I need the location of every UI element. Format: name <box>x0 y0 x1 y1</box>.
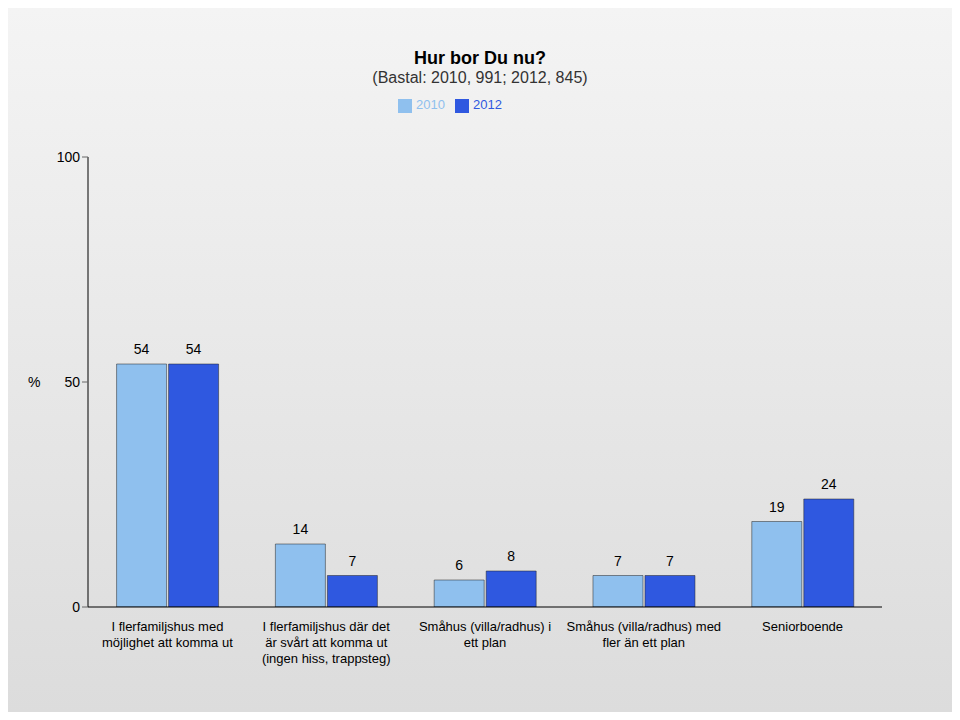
svg-text:7: 7 <box>666 553 674 569</box>
svg-text:54: 54 <box>134 341 150 357</box>
svg-text:7: 7 <box>614 553 622 569</box>
svg-text:I flerfamiljshus där detär svå: I flerfamiljshus där detär svårt att kom… <box>262 619 391 666</box>
svg-text:14: 14 <box>293 521 309 537</box>
html-text:2012: 2012 <box>473 97 502 112</box>
svg-text:Småhus (villa/radhus) iett pla: Småhus (villa/radhus) iett plan <box>419 619 551 650</box>
svg-text:7: 7 <box>348 553 356 569</box>
svg-text:Seniorboende: Seniorboende <box>762 619 843 634</box>
svg-text:%: % <box>28 374 40 390</box>
html-text:(Bastal: 2010, 991; 2012, 845): (Bastal: 2010, 991; 2012, 845) <box>372 69 588 86</box>
svg-text:0: 0 <box>72 599 80 615</box>
svg-text:100: 100 <box>57 149 81 165</box>
svg-text:Småhus (villa/radhus) medfler: Småhus (villa/radhus) medfler än ett pla… <box>566 619 721 650</box>
svg-text:I flerfamiljshus medmöjlighet: I flerfamiljshus medmöjlighet att komma … <box>102 619 233 650</box>
html-text:Hur bor Du nu?: Hur bor Du nu? <box>414 48 546 68</box>
svg-text:8: 8 <box>507 548 515 564</box>
svg-text:6: 6 <box>455 557 463 573</box>
html-text:2010: 2010 <box>416 97 445 112</box>
svg-text:54: 54 <box>186 341 202 357</box>
svg-text:24: 24 <box>821 476 837 492</box>
svg-text:50: 50 <box>64 374 80 390</box>
svg-text:19: 19 <box>769 499 785 515</box>
